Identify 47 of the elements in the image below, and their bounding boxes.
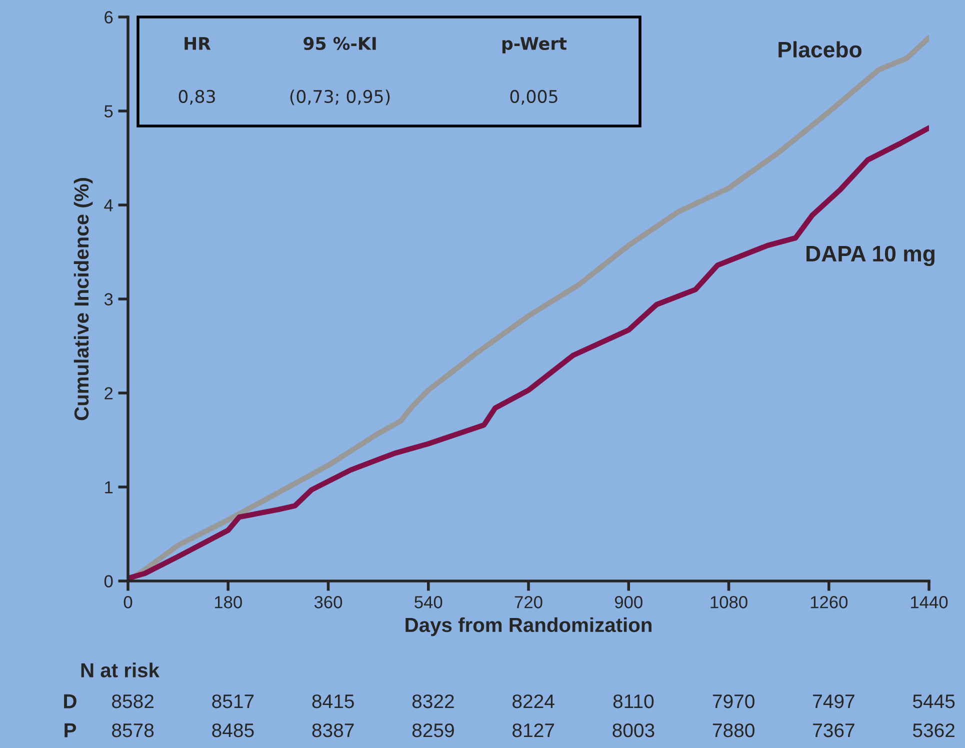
text: 8578 (112, 723, 154, 738)
annotation: HR (184, 37, 211, 50)
text: 7880 (712, 723, 754, 738)
x-tick-label: 1260 (810, 596, 848, 608)
text: 8485 (212, 723, 254, 738)
text: 8517 (212, 694, 254, 708)
y-tick-label: 4 (104, 199, 113, 212)
text: 8322 (412, 694, 454, 708)
x-tick-label: 1440 (911, 596, 948, 608)
x-tick-label: 900 (614, 596, 642, 608)
text: 8582 (112, 694, 154, 708)
text: 5362 (912, 723, 954, 738)
text: 8003 (612, 723, 654, 738)
text: 8387 (312, 723, 354, 738)
y-tick-label: 2 (104, 387, 113, 400)
text: 8259 (412, 723, 454, 738)
y-tick-label: 1 (105, 481, 113, 494)
text: 5445 (912, 694, 955, 708)
x-axis-title: Days from Randomization (406, 617, 652, 636)
text: 7497 (813, 694, 854, 708)
text: N at risk (81, 662, 160, 678)
y-tick-label: 0 (104, 575, 113, 588)
x-tick-label: 360 (314, 596, 342, 608)
annotation: (0,73; 0,95) (290, 90, 390, 106)
text: D (64, 694, 76, 708)
text: 8415 (312, 694, 354, 708)
series-label: DAPA 10 mg (806, 246, 934, 266)
y-tick-label: 6 (104, 11, 113, 24)
text: 8110 (613, 694, 654, 708)
text: P (64, 723, 76, 738)
annotation: 0,005 (510, 90, 558, 105)
x-tick-label: 0 (124, 596, 132, 608)
text: 8224 (512, 694, 554, 708)
annotation: p-Wert (502, 37, 567, 54)
y-tick-label: 3 (104, 293, 113, 306)
annotation: 0,83 (178, 90, 215, 105)
x-tick-label: 540 (414, 596, 442, 608)
x-tick-label: 720 (514, 596, 542, 608)
text: 7367 (813, 723, 854, 738)
y-axis-title: Cumulative Incidence (%) (74, 178, 93, 420)
text: 8127 (512, 723, 554, 738)
text: 7970 (712, 694, 754, 708)
x-tick-label: 180 (214, 596, 242, 608)
series-label: Placebo (778, 41, 862, 58)
y-tick-label: 5 (104, 105, 113, 118)
annotation: 95 %-KI (304, 36, 376, 50)
x-tick-label: 1080 (710, 596, 748, 608)
